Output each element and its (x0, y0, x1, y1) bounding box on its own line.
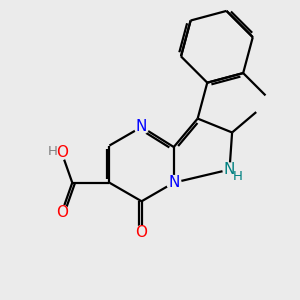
Circle shape (55, 146, 68, 160)
Circle shape (55, 205, 69, 220)
Text: N: N (168, 175, 179, 190)
Text: N: N (224, 162, 235, 177)
Circle shape (223, 163, 236, 176)
Text: H: H (47, 145, 57, 158)
Circle shape (134, 120, 149, 134)
Text: O: O (56, 146, 68, 160)
Text: O: O (136, 225, 148, 240)
Text: H: H (233, 169, 243, 183)
Circle shape (134, 226, 149, 240)
Circle shape (167, 176, 181, 190)
Text: O: O (56, 205, 68, 220)
Text: N: N (136, 119, 147, 134)
